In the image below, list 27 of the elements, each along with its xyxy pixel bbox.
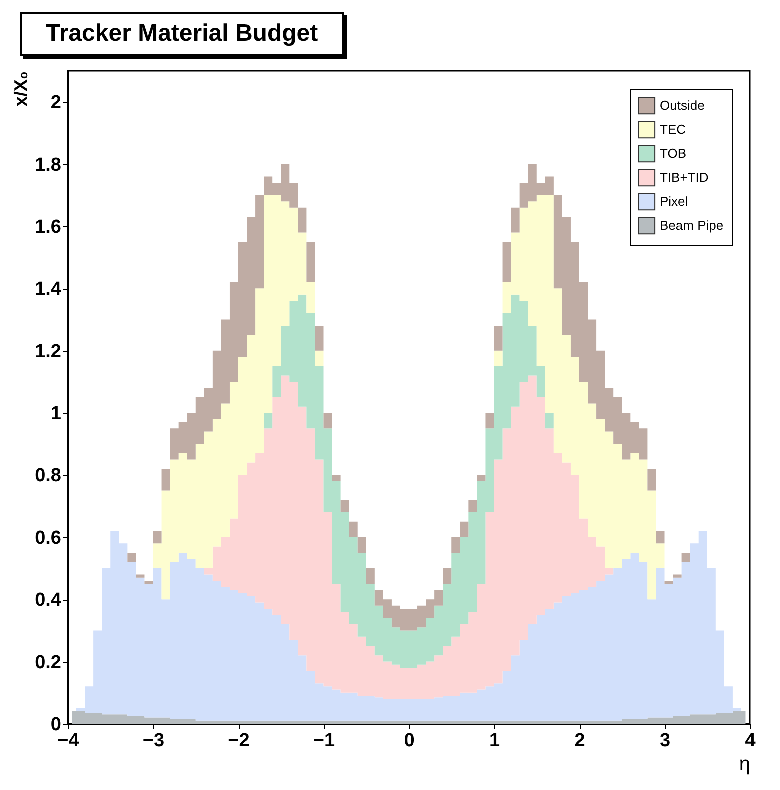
legend-label: Pixel bbox=[660, 194, 688, 209]
y-tick-label: 0.6 bbox=[35, 528, 62, 549]
y-axis-title: x/X₀ bbox=[11, 72, 32, 107]
legend-label: TEC bbox=[660, 122, 686, 137]
x-tick-label: −3 bbox=[142, 730, 165, 752]
y-tick-label: 1 bbox=[50, 404, 62, 425]
chart-title: Tracker Material Budget bbox=[20, 12, 344, 56]
x-tick-label: −1 bbox=[313, 730, 336, 752]
y-tick-label: 1.4 bbox=[35, 279, 62, 300]
y-tick-label: 1.6 bbox=[35, 216, 62, 238]
y-tick-label: 0.2 bbox=[35, 652, 62, 674]
x-axis-title: η bbox=[739, 754, 750, 776]
y-tick-label: 1.2 bbox=[35, 341, 62, 362]
x-tick-label: 2 bbox=[574, 730, 586, 752]
x-tick-label: 3 bbox=[660, 730, 671, 752]
legend-label: TIB+TID bbox=[660, 170, 709, 185]
y-tick-label: 0.8 bbox=[35, 466, 62, 487]
legend-label: Beam Pipe bbox=[660, 218, 724, 233]
y-tick-label: 1.8 bbox=[35, 154, 62, 176]
y-tick-label: 0.4 bbox=[35, 590, 62, 612]
legend-label: TOB bbox=[660, 146, 686, 161]
x-tick-label: 0 bbox=[404, 730, 415, 752]
x-tick-label: 1 bbox=[489, 730, 500, 752]
y-tick-label: 2 bbox=[50, 92, 62, 114]
x-tick-label: −2 bbox=[228, 730, 250, 752]
legend-label: Outside bbox=[660, 98, 705, 113]
x-tick-label: 4 bbox=[745, 730, 756, 752]
